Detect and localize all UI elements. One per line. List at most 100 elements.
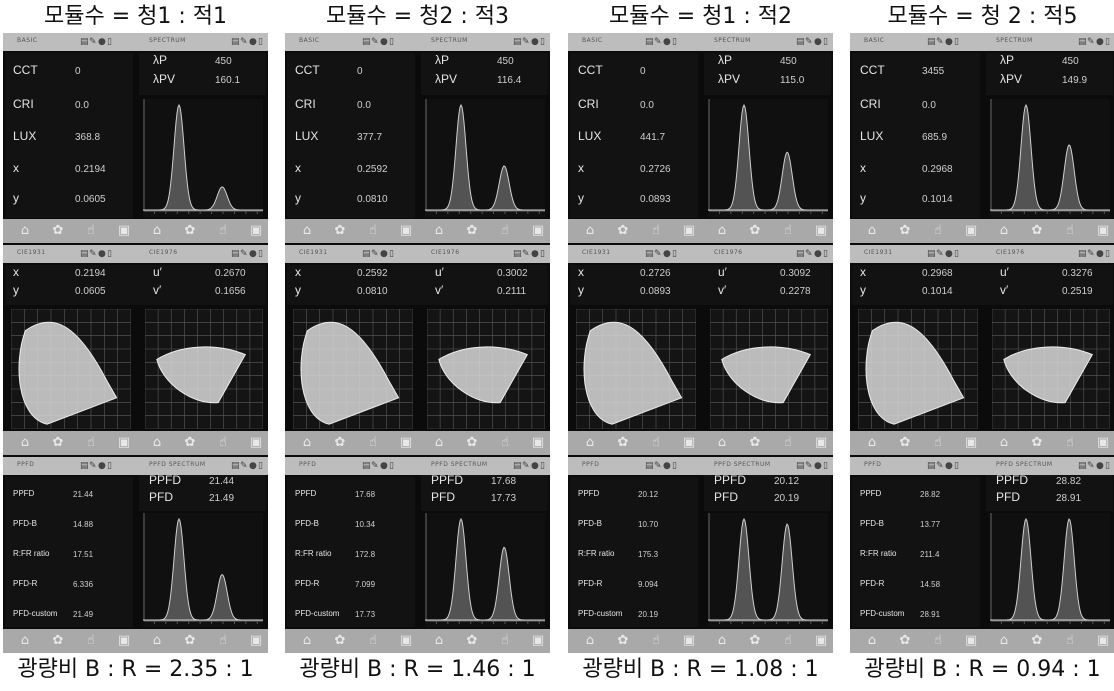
battery-icon[interactable]: ▯ (389, 461, 394, 471)
edit-icon[interactable]: ✎ (522, 461, 530, 471)
record-icon[interactable]: ● (531, 249, 539, 259)
edit-icon[interactable]: ✎ (371, 461, 379, 471)
gear-icon[interactable]: ✿ (1031, 435, 1043, 450)
gear-icon[interactable]: ✿ (466, 633, 478, 648)
gear-icon[interactable]: ✿ (184, 435, 196, 450)
battery-icon[interactable]: ▯ (672, 249, 677, 259)
camera-icon[interactable]: ▤ (927, 249, 936, 259)
hand-icon[interactable]: ☝ (219, 633, 227, 648)
home-icon[interactable]: ⌂ (999, 633, 1009, 648)
camera-icon[interactable]: ▤ (645, 249, 654, 259)
gear-icon[interactable]: ✿ (466, 435, 478, 450)
home-icon[interactable]: ⌂ (434, 435, 444, 450)
edit-icon[interactable]: ✎ (371, 37, 379, 47)
hand-icon[interactable]: ☝ (934, 633, 942, 648)
record-icon[interactable]: ● (814, 37, 822, 47)
battery-icon[interactable]: ▯ (672, 461, 677, 471)
record-icon[interactable]: ● (1096, 461, 1104, 471)
gear-icon[interactable]: ✿ (1031, 223, 1043, 238)
camera-icon[interactable]: ▤ (1078, 461, 1087, 471)
camera-icon[interactable]: ▤ (796, 37, 805, 47)
battery-icon[interactable]: ▯ (107, 37, 112, 47)
hand-icon[interactable]: ☝ (652, 223, 660, 238)
gear-icon[interactable]: ✿ (52, 435, 64, 450)
hand-icon[interactable]: ☝ (784, 435, 792, 450)
edit-icon[interactable]: ✎ (371, 249, 379, 259)
gear-icon[interactable]: ✿ (617, 223, 629, 238)
camera-icon[interactable]: ▤ (231, 461, 240, 471)
home-icon[interactable]: ⌂ (585, 223, 595, 238)
camera-icon[interactable]: ▤ (362, 461, 371, 471)
record-icon[interactable]: ● (663, 461, 671, 471)
home-icon[interactable]: ⌂ (434, 223, 444, 238)
edit-icon[interactable]: ✎ (654, 249, 662, 259)
camera-icon[interactable]: ▤ (513, 249, 522, 259)
hand-icon[interactable]: ☝ (934, 223, 942, 238)
battery-icon[interactable]: ▯ (107, 249, 112, 259)
battery-icon[interactable]: ▯ (258, 37, 263, 47)
edit-icon[interactable]: ✎ (89, 249, 97, 259)
battery-icon[interactable]: ▯ (540, 461, 545, 471)
save-icon[interactable]: ▣ (814, 435, 828, 450)
camera-icon[interactable]: ▤ (513, 37, 522, 47)
save-icon[interactable]: ▣ (531, 633, 545, 648)
save-icon[interactable]: ▣ (682, 633, 696, 648)
home-icon[interactable]: ⌂ (717, 633, 727, 648)
edit-icon[interactable]: ✎ (522, 249, 530, 259)
hand-icon[interactable]: ☝ (369, 435, 377, 450)
camera-icon[interactable]: ▤ (513, 461, 522, 471)
battery-icon[interactable]: ▯ (823, 461, 828, 471)
edit-icon[interactable]: ✎ (805, 37, 813, 47)
camera-icon[interactable]: ▤ (1078, 249, 1087, 259)
save-icon[interactable]: ▣ (249, 633, 263, 648)
battery-icon[interactable]: ▯ (823, 37, 828, 47)
edit-icon[interactable]: ✎ (1087, 249, 1095, 259)
gear-icon[interactable]: ✿ (334, 633, 346, 648)
gear-icon[interactable]: ✿ (334, 435, 346, 450)
hand-icon[interactable]: ☝ (87, 223, 95, 238)
camera-icon[interactable]: ▤ (927, 37, 936, 47)
home-icon[interactable]: ⌂ (717, 223, 727, 238)
gear-icon[interactable]: ✿ (1031, 633, 1043, 648)
gear-icon[interactable]: ✿ (617, 633, 629, 648)
camera-icon[interactable]: ▤ (645, 37, 654, 47)
save-icon[interactable]: ▣ (1096, 223, 1110, 238)
save-icon[interactable]: ▣ (117, 223, 131, 238)
record-icon[interactable]: ● (380, 249, 388, 259)
record-icon[interactable]: ● (98, 37, 106, 47)
battery-icon[interactable]: ▯ (540, 37, 545, 47)
home-icon[interactable]: ⌂ (302, 223, 312, 238)
edit-icon[interactable]: ✎ (936, 461, 944, 471)
edit-icon[interactable]: ✎ (654, 461, 662, 471)
record-icon[interactable]: ● (531, 461, 539, 471)
gear-icon[interactable]: ✿ (52, 223, 64, 238)
home-icon[interactable]: ⌂ (20, 435, 30, 450)
edit-icon[interactable]: ✎ (805, 249, 813, 259)
battery-icon[interactable]: ▯ (823, 249, 828, 259)
save-icon[interactable]: ▣ (682, 435, 696, 450)
gear-icon[interactable]: ✿ (52, 633, 64, 648)
record-icon[interactable]: ● (98, 461, 106, 471)
record-icon[interactable]: ● (945, 249, 953, 259)
home-icon[interactable]: ⌂ (585, 633, 595, 648)
battery-icon[interactable]: ▯ (672, 37, 677, 47)
home-icon[interactable]: ⌂ (717, 435, 727, 450)
home-icon[interactable]: ⌂ (152, 435, 162, 450)
edit-icon[interactable]: ✎ (89, 37, 97, 47)
battery-icon[interactable]: ▯ (107, 461, 112, 471)
battery-icon[interactable]: ▯ (1105, 461, 1110, 471)
save-icon[interactable]: ▣ (1096, 633, 1110, 648)
edit-icon[interactable]: ✎ (89, 461, 97, 471)
camera-icon[interactable]: ▤ (645, 461, 654, 471)
save-icon[interactable]: ▣ (249, 223, 263, 238)
camera-icon[interactable]: ▤ (1078, 37, 1087, 47)
record-icon[interactable]: ● (814, 249, 822, 259)
camera-icon[interactable]: ▤ (796, 249, 805, 259)
gear-icon[interactable]: ✿ (899, 223, 911, 238)
edit-icon[interactable]: ✎ (240, 249, 248, 259)
gear-icon[interactable]: ✿ (617, 435, 629, 450)
home-icon[interactable]: ⌂ (867, 435, 877, 450)
gear-icon[interactable]: ✿ (184, 633, 196, 648)
gear-icon[interactable]: ✿ (334, 223, 346, 238)
camera-icon[interactable]: ▤ (80, 461, 89, 471)
